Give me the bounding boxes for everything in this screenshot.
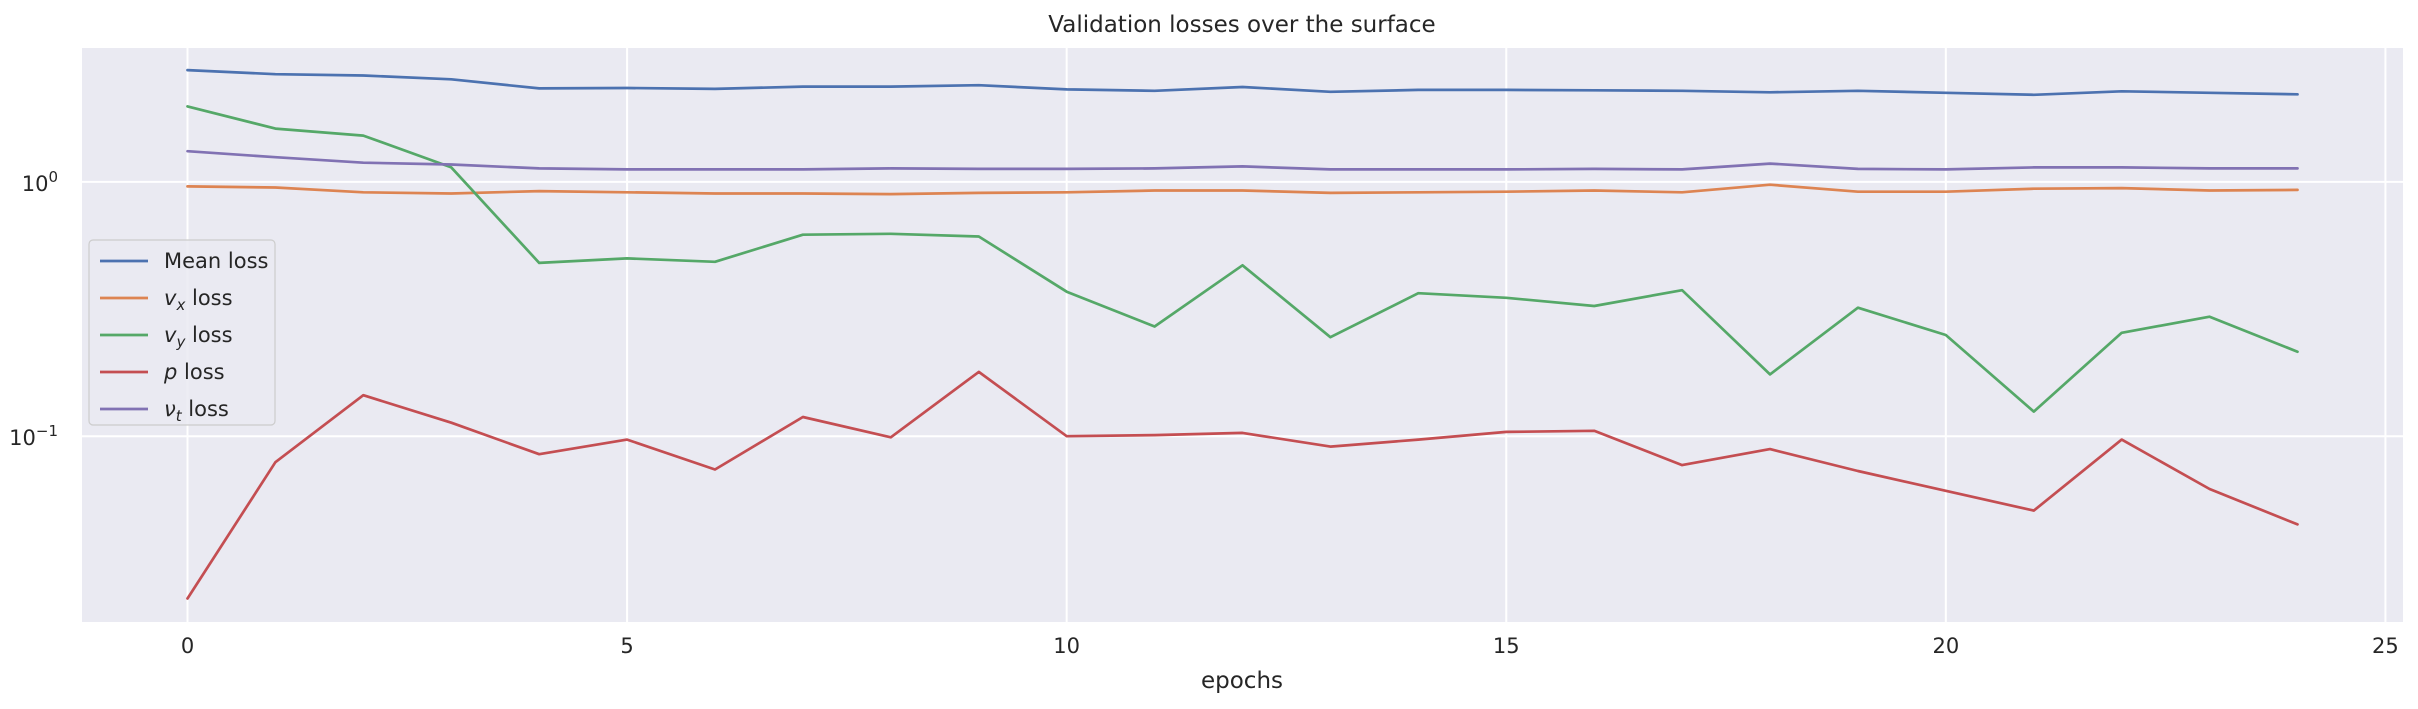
legend-label: p loss bbox=[163, 360, 225, 384]
x-tick-label: 10 bbox=[1053, 634, 1080, 658]
series-lines bbox=[186, 68, 2299, 600]
plot-background bbox=[82, 48, 2403, 622]
x-tick-label: 25 bbox=[2372, 634, 2399, 658]
series-line bbox=[186, 149, 2299, 171]
x-tick-label: 5 bbox=[620, 634, 633, 658]
x-tick-label: 15 bbox=[1493, 634, 1520, 658]
x-tick-label: 20 bbox=[1932, 634, 1959, 658]
x-tick-labels: 0 5 10 15 20 25 bbox=[181, 634, 2399, 658]
legend: Mean loss vx loss vy loss p loss νt loss bbox=[88, 239, 276, 426]
y-tick-label: 100 bbox=[22, 168, 58, 196]
x-tick-label: 0 bbox=[181, 634, 194, 658]
legend-box bbox=[88, 239, 276, 426]
x-axis-label: epochs bbox=[1201, 668, 1283, 694]
y-tick-labels: 100 10−1 bbox=[9, 168, 58, 450]
y-tick-label: 10−1 bbox=[9, 422, 58, 450]
legend-label: vy loss bbox=[164, 323, 233, 351]
legend-label: Mean loss bbox=[164, 249, 268, 273]
chart-title: Validation losses over the surface bbox=[1048, 12, 1435, 38]
series-line bbox=[186, 183, 2299, 196]
legend-label: νt loss bbox=[164, 397, 229, 425]
series-line bbox=[186, 370, 2299, 600]
series-line bbox=[186, 68, 2299, 97]
series-line bbox=[186, 105, 2299, 413]
legend-label: vx loss bbox=[164, 286, 233, 314]
